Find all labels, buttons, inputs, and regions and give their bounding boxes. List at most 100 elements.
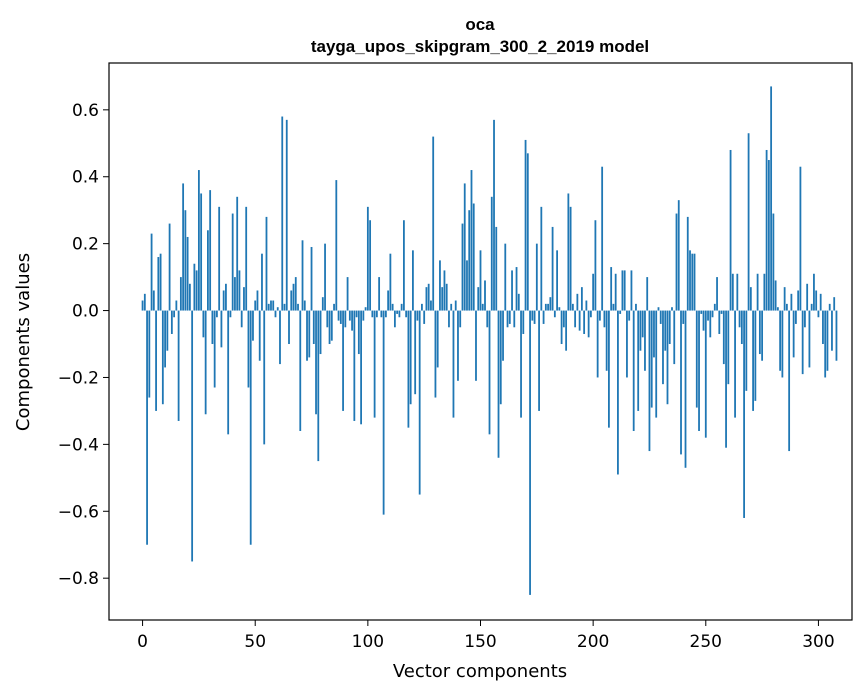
bar: [612, 303, 615, 311]
bar: [263, 310, 266, 445]
bar: [393, 310, 396, 328]
bar: [337, 310, 340, 321]
bar: [220, 310, 223, 348]
bar: [267, 303, 270, 311]
bar: [450, 303, 453, 311]
bar: [448, 310, 450, 328]
y-tick-label: −0.2: [58, 368, 99, 388]
bar: [245, 206, 248, 311]
bar: [819, 293, 822, 311]
bar: [547, 303, 549, 311]
bar: [292, 283, 295, 311]
bar: [357, 310, 360, 355]
bar: [175, 300, 178, 311]
bar: [484, 280, 486, 311]
bar: [596, 310, 599, 378]
bar: [256, 290, 259, 311]
bar: [738, 310, 741, 328]
bar: [833, 297, 836, 311]
bar: [729, 149, 732, 311]
bar: [396, 310, 399, 314]
bar: [216, 310, 218, 318]
bar: [556, 250, 558, 311]
bar: [594, 220, 597, 311]
bar: [526, 153, 529, 311]
bar: [384, 310, 387, 318]
bar: [339, 310, 342, 324]
x-tick-label: 50: [244, 632, 266, 652]
bar: [817, 310, 820, 318]
bar: [272, 300, 275, 311]
bar: [207, 230, 209, 311]
bar: [389, 253, 392, 311]
x-tick-label: 100: [352, 632, 384, 652]
x-tick-label: 250: [690, 632, 722, 652]
bar: [781, 310, 784, 378]
bar: [414, 310, 417, 395]
bar: [159, 253, 162, 311]
bar: [533, 310, 536, 324]
bar: [261, 253, 263, 311]
bar: [351, 310, 353, 331]
y-tick-label: 0.6: [72, 101, 99, 121]
bar: [788, 310, 791, 452]
bar: [164, 310, 166, 368]
bar: [479, 250, 482, 311]
bar: [772, 213, 775, 311]
bar: [736, 273, 739, 311]
bar: [475, 310, 477, 381]
bar: [641, 310, 644, 338]
bar: [720, 310, 723, 314]
bar: [508, 310, 511, 324]
bar: [828, 303, 831, 311]
x-tick-label: 300: [802, 632, 834, 652]
bar: [628, 310, 631, 321]
bar: [792, 310, 795, 358]
bar: [294, 277, 297, 311]
bar: [709, 310, 712, 338]
bar: [749, 287, 752, 311]
bar: [808, 310, 811, 368]
x-tick-label: 200: [577, 632, 609, 652]
bar: [285, 119, 288, 311]
bar: [779, 310, 782, 371]
bar: [247, 310, 250, 388]
bar: [299, 310, 302, 431]
bar: [700, 310, 703, 314]
bar: [342, 310, 344, 411]
bar: [348, 310, 351, 321]
bar: [486, 310, 489, 328]
bar: [824, 310, 827, 378]
bar: [403, 220, 405, 311]
bar: [249, 310, 252, 545]
bar: [580, 287, 583, 311]
bar: [666, 310, 669, 405]
bar: [335, 180, 338, 311]
bar: [614, 273, 617, 311]
bar: [330, 310, 333, 341]
bar: [170, 310, 173, 334]
bar: [810, 303, 813, 311]
bar: [186, 236, 189, 311]
y-tick-label: 0.0: [72, 302, 99, 322]
bar: [698, 310, 700, 431]
bar: [209, 190, 212, 311]
bar: [380, 310, 383, 318]
bar: [466, 260, 468, 311]
bar: [522, 310, 525, 334]
bar: [371, 310, 374, 318]
bar: [542, 310, 545, 324]
bar: [650, 310, 653, 408]
bar: [430, 300, 432, 311]
bar: [265, 216, 268, 311]
bar: [412, 250, 414, 311]
bar: [439, 260, 441, 311]
bar: [317, 310, 320, 462]
bar: [540, 206, 543, 311]
bar: [617, 310, 619, 475]
bar: [454, 300, 457, 311]
bar: [432, 136, 435, 311]
bar: [731, 273, 734, 311]
bar: [312, 310, 315, 345]
